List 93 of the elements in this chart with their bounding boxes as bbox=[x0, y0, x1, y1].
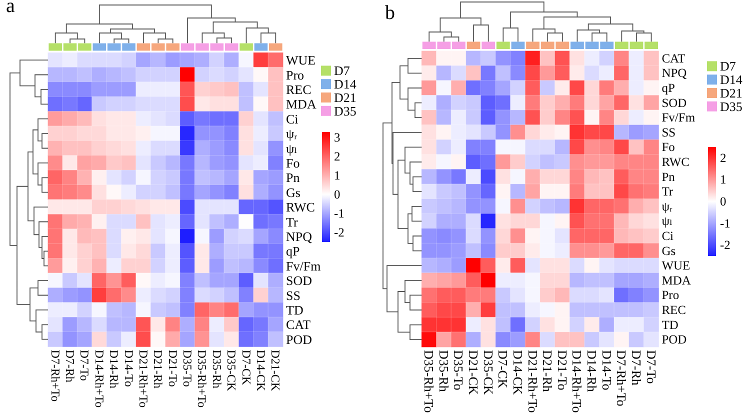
y-tick-label: ψᵣ bbox=[662, 199, 673, 214]
y-tick-label: Tr bbox=[286, 214, 298, 230]
y-tick-label: qP bbox=[286, 244, 300, 259]
x-tick-label: D35-To bbox=[451, 350, 466, 390]
y-tick-label: Tr bbox=[662, 184, 674, 199]
x-tick-label: D21-Rh+To bbox=[136, 350, 150, 408]
y-tick-label: POD bbox=[286, 332, 312, 347]
color-bar-label: -2 bbox=[720, 238, 730, 252]
x-tick-label: D21-To bbox=[554, 350, 570, 390]
x-tick-label: D21-Rh bbox=[540, 350, 556, 392]
chart-title: a bbox=[6, 0, 15, 17]
x-tick-label: D14-To bbox=[599, 350, 614, 390]
legend-label: D35 bbox=[334, 103, 356, 118]
x-tick-label: D7-CK bbox=[496, 350, 511, 389]
y-tick-label: NPQ bbox=[286, 228, 313, 244]
x-tick-label: D14-Rh+To bbox=[92, 350, 106, 408]
color-bar-label: 1 bbox=[720, 172, 726, 187]
color-bar-label: -1 bbox=[720, 216, 730, 230]
y-tick-label: Pro bbox=[662, 288, 680, 302]
x-tick-label: D21-Rh+To bbox=[525, 350, 540, 413]
y-tick-label: ψₗ bbox=[662, 214, 673, 228]
legend-label: D14 bbox=[334, 76, 357, 92]
y-tick-label: CAT bbox=[286, 317, 311, 332]
x-tick-label: D7-Rh bbox=[628, 350, 644, 386]
x-tick-label: D35-CK bbox=[480, 350, 496, 396]
x-tick-label: D14-Rh bbox=[107, 350, 122, 388]
y-tick-label: WUE bbox=[286, 52, 316, 68]
color-bar-label: 2 bbox=[334, 150, 340, 164]
y-tick-label: ψᵣ bbox=[286, 126, 298, 142]
color-bar-label: 2 bbox=[720, 150, 726, 165]
y-tick-label: SOD bbox=[286, 273, 312, 288]
y-tick-label: REC bbox=[662, 303, 686, 317]
x-tick-label: D7-To bbox=[78, 350, 92, 381]
color-bar-label: -1 bbox=[334, 206, 344, 221]
legend-label: D7 bbox=[334, 63, 350, 78]
y-tick-label: CAT bbox=[662, 51, 686, 66]
x-tick-label: D35-Rh+To bbox=[195, 350, 210, 408]
y-tick-label: Fo bbox=[286, 155, 300, 170]
y-tick-label: Gs bbox=[662, 244, 676, 258]
color-bar-label: 0 bbox=[720, 194, 726, 208]
x-tick-label: D35-To bbox=[180, 350, 195, 387]
x-tick-label: D14-CK bbox=[510, 350, 526, 396]
y-tick-label: Fv/Fm bbox=[286, 258, 321, 274]
y-tick-label: Pn bbox=[662, 170, 676, 184]
x-tick-label: D14-Rh bbox=[584, 350, 600, 392]
y-tick-label: SS bbox=[286, 288, 300, 303]
y-tick-label: ψₗ bbox=[286, 140, 298, 156]
y-tick-label: WUE bbox=[662, 258, 691, 273]
x-tick-label: D7-Rh bbox=[63, 350, 78, 382]
y-tick-label: Gs bbox=[286, 184, 300, 200]
y-tick-label: NPQ bbox=[662, 66, 687, 80]
y-tick-label: MDA bbox=[662, 273, 691, 288]
x-tick-label: D14-To bbox=[122, 350, 136, 387]
color-bar-label: 0 bbox=[334, 188, 340, 202]
x-tick-label: D35-Rh bbox=[210, 350, 224, 388]
color-bar-label: 1 bbox=[334, 168, 340, 183]
x-tick-label: D35-Rh bbox=[436, 350, 452, 392]
color-bar-label: -2 bbox=[334, 226, 344, 240]
y-tick-label: Fo bbox=[662, 140, 675, 154]
chart-title: b bbox=[385, 2, 395, 24]
x-tick-label: D35-CK bbox=[224, 350, 239, 392]
x-tick-label: D21-CK bbox=[466, 350, 482, 396]
y-tick-label: TD bbox=[286, 302, 304, 318]
y-tick-label: SOD bbox=[662, 96, 687, 110]
x-tick-label: D14-Rh+To bbox=[570, 350, 585, 413]
y-tick-label: Pro bbox=[286, 67, 304, 82]
y-tick-label: MDA bbox=[286, 96, 317, 112]
y-tick-label: REC bbox=[286, 82, 312, 97]
y-tick-label: Fv/Fm bbox=[662, 110, 696, 125]
x-tick-label: D21-Rh bbox=[151, 350, 166, 388]
y-tick-label: qP bbox=[662, 81, 675, 95]
legend-label: D21 bbox=[720, 86, 742, 100]
legend-label: D14 bbox=[720, 72, 743, 88]
y-tick-label: SS bbox=[662, 125, 676, 140]
x-tick-label: D7-Rh+To bbox=[48, 350, 62, 402]
x-tick-label: D35-Rh+To bbox=[422, 350, 437, 413]
legend-label: D21 bbox=[334, 90, 356, 105]
color-bar-label: 3 bbox=[334, 130, 340, 145]
y-tick-label: TD bbox=[662, 318, 678, 332]
y-tick-label: POD bbox=[662, 332, 687, 347]
y-tick-label: RWC bbox=[662, 155, 690, 169]
y-tick-label: Pn bbox=[286, 170, 300, 186]
legend-label: D35 bbox=[720, 98, 742, 114]
y-tick-label: RWC bbox=[286, 200, 315, 215]
x-tick-label: D7-Rh+To bbox=[614, 350, 630, 406]
x-tick-label: D7-To bbox=[644, 350, 659, 384]
y-tick-label: Ci bbox=[662, 229, 674, 243]
x-tick-label: D14-CK bbox=[254, 350, 268, 392]
legend-label: D7 bbox=[720, 58, 736, 74]
x-tick-label: D21-To bbox=[166, 350, 180, 387]
x-tick-label: D7-CK bbox=[239, 350, 254, 386]
x-tick-label: D21-CK bbox=[268, 350, 283, 392]
y-tick-label: Ci bbox=[286, 111, 299, 126]
